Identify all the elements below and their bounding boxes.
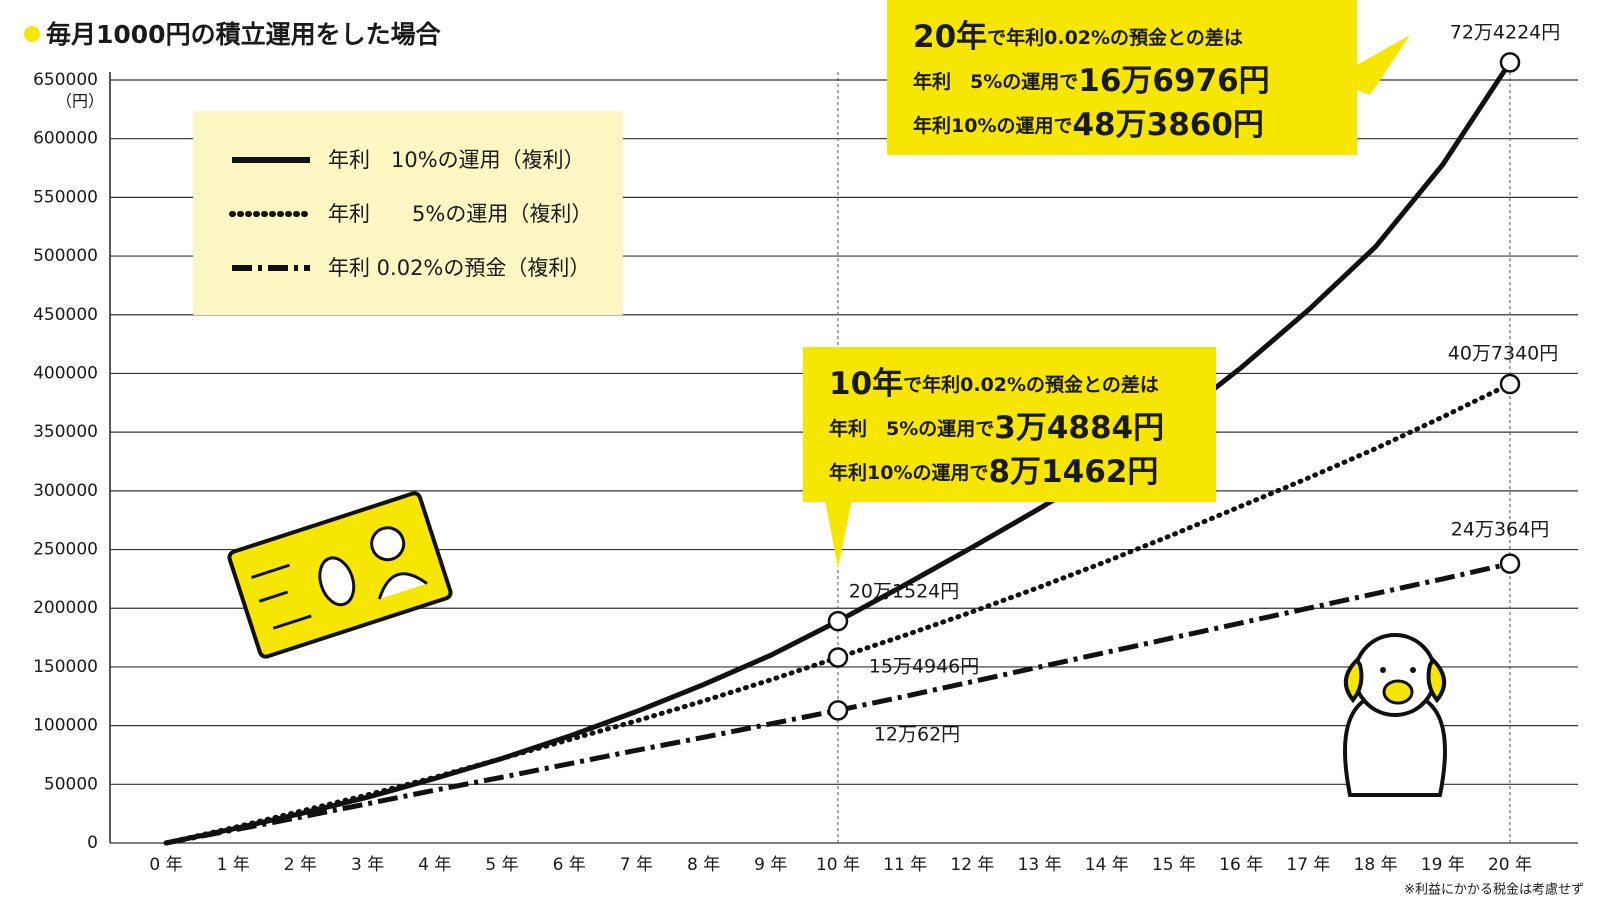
x-tick-label: 1 年 (217, 855, 250, 875)
y-tick-label: 400000 (33, 363, 98, 383)
point-marker (1499, 52, 1521, 73)
callout-text: 年利10%の運用で (829, 461, 988, 484)
callout-box (803, 347, 1216, 502)
callout-box (887, 0, 1357, 155)
legend-label: 年利 0.02%の預金（複利） (328, 256, 590, 280)
point-marker (827, 610, 849, 632)
point-marker (1499, 553, 1521, 574)
y-tick-label: 0 (87, 833, 98, 853)
callout-emphasis: 48万3860円 (1072, 107, 1263, 143)
point-label: 12万62円 (874, 724, 960, 746)
y-tick-label: 300000 (33, 481, 98, 501)
y-unit: （円） (56, 92, 104, 111)
x-tick-label: 6 年 (553, 855, 586, 875)
x-tick-label: 13 年 (1018, 855, 1062, 875)
y-tick-label: 550000 (33, 187, 98, 207)
x-tick-label: 12 年 (950, 855, 994, 875)
callout-text: で年利0.02%の預金との差は (987, 26, 1243, 49)
point-label: 20万1524円 (849, 581, 960, 603)
footnote: ※利益にかかる税金は考慮せず (1404, 883, 1584, 898)
y-tick-label: 600000 (33, 129, 98, 149)
point-marker (827, 647, 849, 668)
x-tick-label: 7 年 (620, 855, 653, 875)
y-tick-label: 350000 (33, 422, 98, 442)
callout-text: 年利 5%の運用で (829, 417, 994, 440)
y-tick-label: 500000 (33, 246, 98, 266)
x-tick-label: 18 年 (1354, 855, 1398, 875)
callout-line: 年利 5%の運用で3万4884円 (829, 410, 1164, 446)
point-label: 15万4946円 (869, 656, 980, 678)
callout-emphasis: 10年 (829, 366, 903, 402)
x-tick-label: 19 年 (1421, 855, 1465, 875)
y-tick-label: 450000 (33, 305, 98, 325)
callout-pointer (825, 500, 852, 568)
callout-line: 年利 5%の運用で16万6976円 (913, 63, 1270, 99)
point-marker (827, 700, 849, 721)
banknote-illustration (227, 491, 453, 659)
title-bullet (24, 26, 40, 42)
x-tick-label: 15 年 (1152, 855, 1196, 875)
y-tick-label: 100000 (33, 716, 98, 736)
x-tick-label: 0 年 (149, 855, 182, 875)
callout-text: で年利0.02%の預金との差は (903, 373, 1159, 396)
legend-label: 年利 10%の運用（複利） (328, 148, 585, 172)
point-marker (1499, 373, 1521, 395)
callout-text: 年利10%の運用で (913, 114, 1072, 137)
chart-title: 毎月1000円の積立運用をした場合 (46, 20, 442, 49)
dog-illustration (1343, 633, 1447, 797)
y-tick-label: 150000 (33, 657, 98, 677)
x-tick-label: 14 年 (1085, 855, 1129, 875)
callout-line: 10年で年利0.02%の預金との差は (829, 366, 1159, 402)
x-tick-label: 8 年 (687, 855, 720, 875)
x-tick-label: 16 年 (1219, 855, 1263, 875)
callout-emphasis: 8万1462円 (988, 454, 1158, 490)
x-tick-label: 20 年 (1488, 855, 1532, 875)
legend: 年利 10%の運用（複利） 年利 5%の運用（複利） 年利 0.02%の預金（複利） (229, 148, 592, 280)
x-tick-label: 10 年 (816, 855, 860, 875)
x-tick-label: 11 年 (883, 855, 927, 875)
y-tick-label: 50000 (44, 774, 98, 794)
x-tick-label: 4 年 (418, 855, 451, 875)
x-tick-label: 5 年 (485, 855, 518, 875)
x-tick-label: 17 年 (1286, 855, 1330, 875)
point-label: 72万4224円 (1450, 22, 1561, 44)
callout-line: 年利10%の運用で8万1462円 (829, 454, 1158, 490)
y-tick-label: 650000 (33, 70, 98, 90)
legend-label: 年利 5%の運用（複利） (328, 202, 592, 226)
y-axis: 0 50000 100000 150000 200000 250000 300000 3500… (33, 70, 1532, 875)
callout-line: 年利10%の運用で48万3860円 (913, 107, 1264, 143)
callout-emphasis: 20年 (913, 19, 987, 55)
callout-emphasis: 16万6976円 (1078, 63, 1269, 99)
x-tick-label: 3 年 (351, 855, 384, 875)
callout-text: 年利 5%の運用で (913, 70, 1078, 93)
callout-emphasis: 3万4884円 (994, 410, 1164, 446)
y-tick-label: 200000 (33, 598, 98, 618)
callout-line: 20年で年利0.02%の預金との差は (913, 19, 1243, 55)
point-label: 40万7340円 (1448, 343, 1559, 365)
point-label: 24万364円 (1451, 519, 1549, 541)
y-tick-label: 250000 (33, 540, 98, 560)
x-tick-label: 9 年 (754, 855, 787, 875)
x-tick-label: 2 年 (284, 855, 317, 875)
plot-area: 72万4224円 40万7340円 24万364円 20万1524円 15万4946円 1… (163, 22, 1561, 846)
